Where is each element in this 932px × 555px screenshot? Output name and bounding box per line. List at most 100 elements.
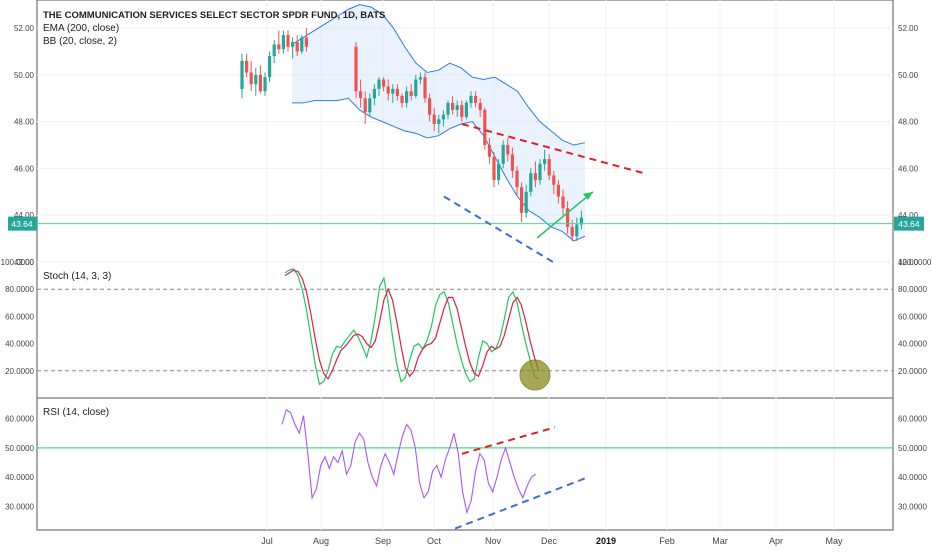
y-tick-label-right: 44.00 <box>898 211 919 220</box>
candle-body <box>418 77 422 80</box>
candle-body <box>474 95 478 103</box>
candle-body <box>510 154 514 171</box>
resistance-trendline <box>461 123 646 175</box>
candle-body <box>538 163 542 181</box>
candle-body <box>368 98 372 113</box>
candle-body <box>570 226 574 237</box>
y-tick-label-right: 30.0000 <box>898 503 927 512</box>
y-tick-label-left: 46.00 <box>14 164 35 173</box>
bb-upper-line <box>291 4 586 146</box>
y-tick-label-left: 48.00 <box>14 118 35 127</box>
y-tick-label-right: 60.0000 <box>898 312 927 321</box>
candle-body <box>240 60 244 89</box>
bb-lower-line <box>292 97 586 242</box>
candle-body <box>359 91 363 99</box>
candle-body <box>533 173 537 181</box>
candle-body <box>400 95 404 103</box>
candle-body <box>263 77 267 92</box>
candle-body <box>543 159 547 164</box>
candle-body <box>300 37 304 52</box>
x-tick-label: Sep <box>375 536 391 546</box>
candle-body <box>304 37 308 47</box>
candle-body <box>497 163 501 181</box>
candle-body <box>423 77 427 99</box>
candle-body <box>428 98 432 115</box>
y-tick-label-left: 30.0000 <box>5 503 34 512</box>
oversold-highlight-circle <box>519 359 551 391</box>
candle-body <box>501 145 505 164</box>
candle-body <box>492 156 496 181</box>
x-tick-label: May <box>825 536 843 546</box>
candle-body <box>455 105 459 110</box>
candle-body <box>391 88 395 94</box>
candle-body <box>552 175 556 185</box>
candle-body <box>561 196 565 209</box>
candle-body <box>446 102 450 115</box>
candle-body <box>566 208 570 227</box>
y-tick-label-left: 50.00 <box>14 71 35 80</box>
candle-body <box>409 91 413 96</box>
candle-body <box>575 224 579 237</box>
chart-frame <box>36 0 894 531</box>
y-tick-label-left: 42.00 <box>14 258 35 267</box>
y-tick-label-right: 50.00 <box>898 71 919 80</box>
rsi-legend: RSI (14, close) <box>43 406 109 419</box>
candle-body <box>249 72 253 85</box>
y-tick-label-left: 60.0000 <box>5 312 34 321</box>
y-tick-label-right: 40.0000 <box>898 340 927 349</box>
candle-body <box>405 91 409 103</box>
rsi-resistance-trendline <box>461 426 556 455</box>
x-tick-label: Mar <box>712 536 728 546</box>
candle-body <box>281 35 285 50</box>
rsi-support-trendline <box>454 476 589 530</box>
y-tick-label-right: 50.0000 <box>898 444 927 453</box>
y-tick-label-left: 52.00 <box>14 24 35 33</box>
y-tick-label-left: 40.0000 <box>5 473 34 482</box>
last-price-badge-left <box>8 216 37 231</box>
x-tick-label: Apr <box>769 536 783 546</box>
candle-body <box>295 42 299 52</box>
rsi-indicator-label[interactable]: RSI (14, close) <box>43 407 110 418</box>
price-legend: THE COMMUNICATION SERVICES SELECT SECTOR… <box>43 9 385 48</box>
target-arrow-head <box>583 191 593 200</box>
candle-body <box>258 74 262 92</box>
last-price-label: 43.64 <box>11 219 33 229</box>
candle-body <box>441 114 445 120</box>
candle-body <box>483 109 487 146</box>
ema-indicator-label[interactable]: EMA (200, close) <box>43 23 120 34</box>
candle-body <box>268 56 272 78</box>
y-tick-label-right: 46.00 <box>898 164 919 173</box>
x-tick-label: Oct <box>427 536 442 546</box>
bb-indicator-label[interactable]: BB (20, close, 2) <box>43 36 117 47</box>
y-tick-label-left: 100.0000 <box>1 258 35 267</box>
candle-body <box>382 79 386 87</box>
candle-body <box>556 184 560 197</box>
candle-body <box>354 46 358 92</box>
candle-body <box>386 86 390 94</box>
x-tick-label: 2019 <box>596 536 616 546</box>
y-tick-label-right: 20.0000 <box>898 367 927 376</box>
stoch-d-line <box>284 269 540 381</box>
y-tick-label-right: 60.0000 <box>898 415 927 424</box>
x-tick-label: Feb <box>659 536 675 546</box>
x-tick-label: Jul <box>261 536 273 546</box>
candle-body <box>272 44 276 57</box>
candle-body <box>277 44 281 50</box>
candle-body <box>506 145 510 155</box>
candle-body <box>395 88 399 96</box>
y-tick-label-right: 42.00 <box>898 258 919 267</box>
stoch-indicator-label[interactable]: Stoch (14, 3, 3) <box>43 271 112 282</box>
stoch-k-line <box>284 268 540 386</box>
candle-body <box>377 79 381 89</box>
x-tick-label: Aug <box>313 536 329 546</box>
candle-body <box>469 95 473 103</box>
last-price-label: 43.64 <box>898 219 920 229</box>
last-price-badge-right <box>894 216 924 231</box>
support-trendline <box>443 195 554 263</box>
candle-body <box>245 60 249 73</box>
candle-body <box>460 105 464 117</box>
candle-body <box>464 102 468 117</box>
y-tick-label-left: 20.0000 <box>5 367 34 376</box>
candle-body <box>372 88 376 99</box>
